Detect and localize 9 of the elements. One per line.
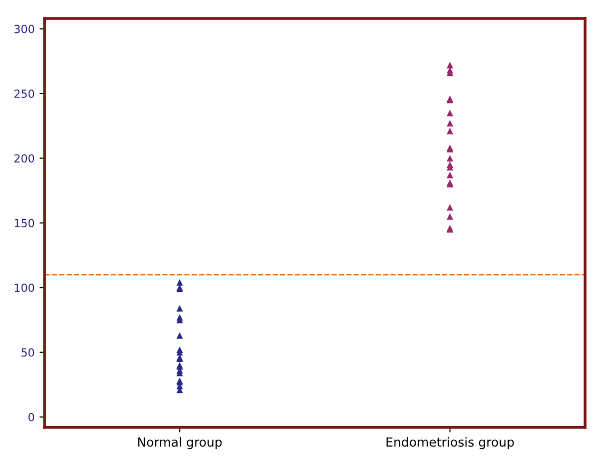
y-tick-label: 250 (14, 90, 34, 98)
x-tick-label: Normal group (138, 437, 222, 450)
y-tick-label: 300 (14, 24, 34, 34)
x-tick-label: Endometriosis group (386, 437, 514, 450)
y-tick-label: 0 (28, 412, 34, 422)
y-tick-label: 150 (14, 218, 34, 228)
y-tick-label: 50 (22, 348, 34, 357)
y-tick-label: 100 (14, 284, 34, 292)
y-tick-label: 200 (14, 154, 34, 163)
